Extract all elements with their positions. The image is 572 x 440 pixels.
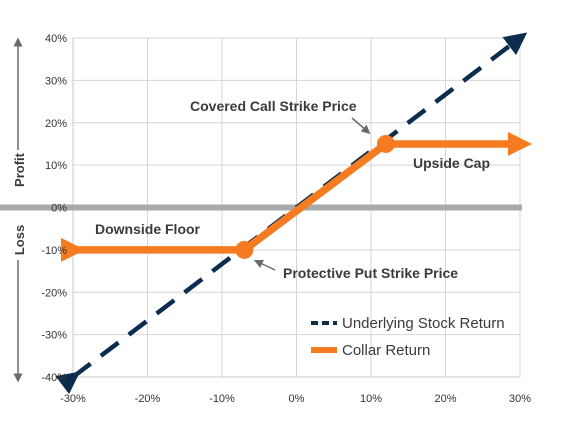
annotation-upside-cap: Upside Cap (413, 155, 490, 171)
x-tick-label: 30% (509, 393, 531, 405)
covered-call-pointer (351, 117, 371, 134)
x-tick-label: -30% (60, 393, 86, 405)
y-tick-label: 10% (45, 160, 67, 172)
y-tick-label: 0% (51, 203, 67, 215)
legend: Underlying Stock Return Collar Return (311, 315, 505, 359)
y-tick-labels: 40% 30% 20% 10% 0% -10% -20% -30% -40% (41, 33, 67, 384)
annotation-downside-floor: Downside Floor (95, 221, 201, 237)
y-tick-label: 30% (45, 75, 67, 87)
x-tick-label: -20% (135, 393, 161, 405)
x-tick-label: 10% (360, 393, 382, 405)
x-tick-labels: -30% -20% -10% 0% 10% 20% 30% (60, 393, 531, 405)
y-tick-label: 40% (45, 33, 67, 45)
y-tick-label: -20% (41, 287, 67, 299)
series-line-collar (60, 131, 533, 262)
legend-label-collar: Collar Return (342, 342, 430, 359)
series (55, 32, 533, 395)
annotations: Covered Call Strike Price Upside Cap Dow… (95, 98, 490, 281)
loss-label: Loss (12, 225, 27, 255)
annotation-covered-call: Covered Call Strike Price (190, 98, 357, 114)
y-tick-label: -10% (41, 245, 67, 257)
x-tick-label: 20% (434, 393, 456, 405)
y-tick-label: 20% (45, 118, 67, 130)
y-tick-label: -40% (41, 372, 67, 384)
annotation-protective-put: Protective Put Strike Price (283, 265, 458, 281)
profit-loss-axis: Profit Loss (12, 37, 27, 383)
legend-label-underlying: Underlying Stock Return (342, 315, 505, 332)
profit-label: Profit (12, 152, 27, 187)
strike-marker (376, 134, 395, 153)
x-tick-label: 0% (289, 393, 305, 405)
x-tick-label: -10% (209, 393, 235, 405)
y-tick-label: -30% (41, 330, 67, 342)
strike-marker (235, 240, 254, 259)
protective-put-pointer (253, 259, 276, 271)
